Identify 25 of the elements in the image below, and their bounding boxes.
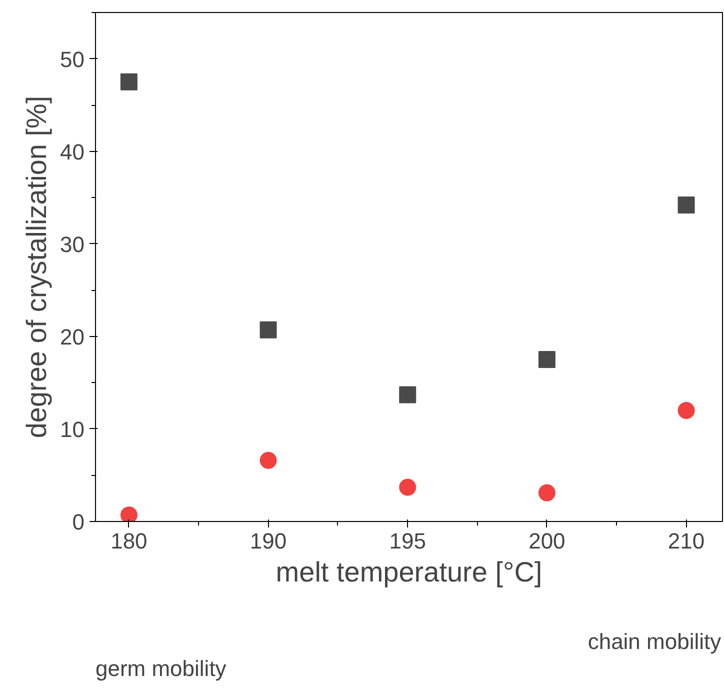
point — [399, 478, 416, 496]
point — [538, 484, 556, 502]
x-tick-label: 200 — [528, 528, 566, 554]
point — [260, 321, 277, 338]
x-axis-title: melt temperature [°C] — [276, 556, 542, 588]
x-tick-label: 180 — [110, 528, 148, 554]
point — [120, 506, 138, 522]
point — [399, 386, 416, 404]
x-tick-label: 195 — [389, 528, 426, 554]
x-tick-label: 210 — [668, 528, 705, 554]
point — [260, 452, 277, 469]
y-tick-label: 30 — [60, 232, 85, 257]
point — [678, 196, 695, 214]
point — [678, 402, 695, 419]
text: germ mobility — [96, 656, 226, 681]
x-tick-label: 190 — [250, 528, 287, 554]
y-tick-label: 20 — [60, 324, 85, 350]
y-tick-label: 50 — [60, 46, 85, 72]
y-tick-label: 40 — [60, 139, 85, 164]
point — [538, 351, 556, 368]
y-tick-label: 0 — [72, 510, 85, 534]
text: chain mobility — [588, 629, 722, 654]
y-tick-label: 10 — [60, 416, 85, 442]
point — [120, 73, 138, 90]
y-axis-title: degree of crystallization [%] — [21, 96, 52, 438]
